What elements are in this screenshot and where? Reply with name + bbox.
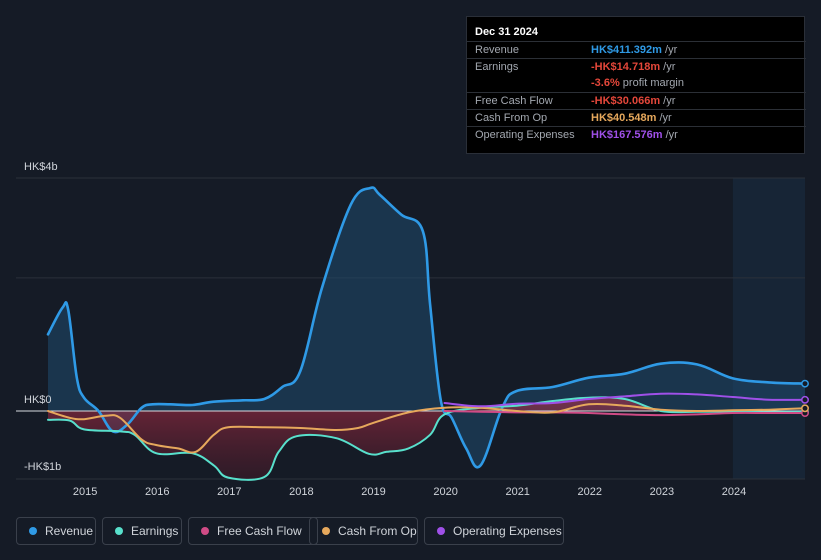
- series-areas: [48, 187, 805, 480]
- tooltip-label: Revenue: [475, 44, 520, 56]
- legend-item-operating-expenses[interactable]: Operating Expenses: [424, 517, 564, 545]
- operating-expenses-end-marker: [801, 395, 809, 404]
- x-tick-label: 2015: [73, 486, 97, 498]
- earnings-area: [48, 397, 805, 480]
- revenue-end-marker: [801, 379, 809, 388]
- x-tick-label: 2018: [289, 486, 313, 498]
- legend-item-earnings[interactable]: Earnings: [102, 517, 182, 545]
- legend-label: Free Cash Flow: [217, 524, 302, 538]
- earnings-line: [47, 396, 806, 481]
- x-tick-label: 2019: [361, 486, 385, 498]
- legend-item-free-cash-flow[interactable]: Free Cash Flow: [188, 517, 318, 545]
- x-tick-label: 2024: [722, 486, 746, 498]
- x-tick-label: 2021: [505, 486, 529, 498]
- series-end-markers: [801, 379, 809, 417]
- legend-dot-icon: [322, 527, 330, 535]
- x-tick-label: 2016: [145, 486, 169, 498]
- y-axis-bottom-label: -HK$1b: [24, 461, 61, 473]
- tooltip-value-opex: HK$167.576m /yr: [591, 129, 678, 141]
- tooltip-row-earnings: Earnings -HK$14.718m /yr: [467, 58, 806, 75]
- legend-dot-icon: [201, 527, 209, 535]
- tooltip-date: Dec 31 2024: [475, 26, 538, 38]
- legend-dot-icon: [29, 527, 37, 535]
- x-axis-ticks: 2015 2016 2017 2018 2019 2020 2021 2022 2023 2024: [73, 486, 746, 498]
- tooltip-panel: Dec 31 2024 Revenue HK$411.392m /yr Earn…: [466, 16, 806, 154]
- legend-dot-icon: [437, 527, 445, 535]
- legend-label: Operating Expenses: [453, 524, 562, 538]
- x-tick-label: 2023: [650, 486, 674, 498]
- tooltip-value-cfo: HK$40.548m /yr: [591, 112, 672, 124]
- tooltip-row-fcf: Free Cash Flow -HK$30.066m /yr: [467, 92, 806, 109]
- legend-dot-icon: [115, 527, 123, 535]
- tooltip-label: Free Cash Flow: [475, 95, 553, 107]
- cash-from-op-line: [47, 402, 806, 454]
- free-cash-flow-line: [443, 410, 806, 417]
- y-axis-zero-label: HK$0: [24, 394, 52, 406]
- chart-canvas: HK$4b HK$0 -HK$1b 2015 2016 2017 2018 2019 20…: [16, 161, 809, 498]
- tooltip-value-fcf: -HK$30.066m /yr: [591, 95, 676, 107]
- legend-label: Cash From Op: [338, 524, 417, 538]
- tooltip-row-revenue: Revenue HK$411.392m /yr: [467, 41, 806, 58]
- legend-item-cash-from-op[interactable]: Cash From Op: [309, 517, 418, 545]
- x-tick-label: 2022: [578, 486, 602, 498]
- tooltip-value-margin: -3.6% profit margin: [591, 77, 684, 89]
- legend-item-revenue[interactable]: Revenue: [16, 517, 96, 545]
- legend-label: Revenue: [45, 524, 94, 538]
- tooltip-label: Cash From Op: [475, 112, 548, 124]
- legend-label: Earnings: [131, 524, 179, 538]
- tooltip-label: Operating Expenses: [475, 129, 575, 141]
- tooltip-row-opex: Operating Expenses HK$167.576m /yr: [467, 126, 806, 143]
- tooltip-row-cfo: Cash From Op HK$40.548m /yr: [467, 109, 806, 126]
- tooltip-row-margin: -3.6% profit margin: [467, 75, 806, 92]
- y-axis-top-label: HK$4b: [24, 161, 58, 173]
- x-tick-label: 2020: [433, 486, 457, 498]
- forecast-region: [732, 178, 805, 479]
- tooltip-value-revenue: HK$411.392m /yr: [591, 44, 678, 56]
- operating-expenses-line: [443, 392, 806, 408]
- x-tick-label: 2017: [217, 486, 241, 498]
- tooltip-label: Earnings: [475, 61, 519, 73]
- cash-from-op-end-marker: [801, 404, 809, 413]
- series-lines: [46, 186, 807, 481]
- tooltip-value-earnings: -HK$14.718m /yr: [591, 61, 676, 73]
